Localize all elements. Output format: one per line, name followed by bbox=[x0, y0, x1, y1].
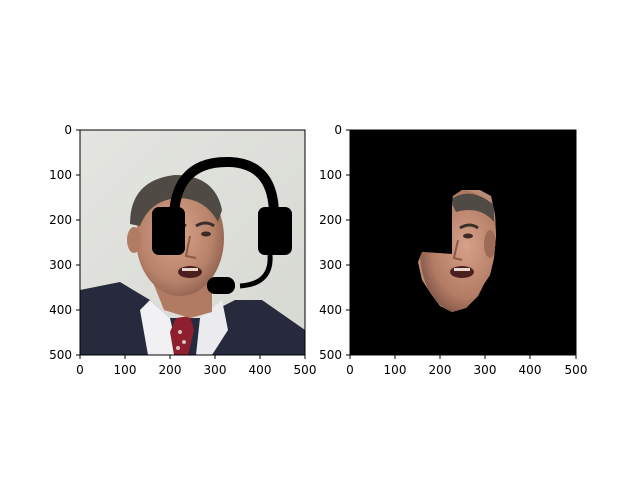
suit bbox=[80, 282, 305, 355]
left-x-axis: 0 100 200 300 400 500 bbox=[76, 355, 316, 377]
tick-label: 500 bbox=[294, 363, 317, 377]
mic-boom bbox=[239, 254, 273, 289]
microphone bbox=[207, 277, 235, 294]
tick-label: 500 bbox=[565, 363, 588, 377]
left-axes-frame bbox=[79, 129, 306, 356]
tick-label: 200 bbox=[319, 213, 342, 227]
masked-hair bbox=[450, 193, 494, 222]
right-y-axis: 0 100 200 300 400 500 bbox=[319, 123, 350, 362]
tick-label: 400 bbox=[49, 303, 72, 317]
headband bbox=[168, 156, 280, 235]
tick-label: 300 bbox=[204, 363, 227, 377]
tick-label: 500 bbox=[319, 348, 342, 362]
left-y-axis: 0 100 200 300 400 500 bbox=[49, 123, 80, 362]
tick-label: 0 bbox=[64, 123, 72, 137]
hair bbox=[130, 175, 222, 226]
tick-label: 300 bbox=[49, 258, 72, 272]
tick-label: 200 bbox=[49, 213, 72, 227]
tick-label: 400 bbox=[249, 363, 272, 377]
tick-label: 100 bbox=[319, 168, 342, 182]
left-earcup bbox=[152, 207, 185, 255]
tie bbox=[170, 316, 194, 355]
right-x-axis: 0 100 200 300 400 500 bbox=[346, 355, 587, 377]
mouth bbox=[178, 266, 202, 278]
tick-label: 100 bbox=[49, 168, 72, 182]
tick-label: 400 bbox=[319, 303, 342, 317]
tick-label: 100 bbox=[114, 363, 137, 377]
shirt bbox=[140, 300, 178, 355]
tick-label: 0 bbox=[346, 363, 354, 377]
tick-label: 300 bbox=[474, 363, 497, 377]
tick-label: 400 bbox=[519, 363, 542, 377]
tick-label: 500 bbox=[49, 348, 72, 362]
tick-label: 300 bbox=[319, 258, 342, 272]
tick-label: 200 bbox=[429, 363, 452, 377]
tick-label: 0 bbox=[76, 363, 84, 377]
right-earcup bbox=[258, 207, 292, 255]
tick-label: 100 bbox=[384, 363, 407, 377]
tick-label: 0 bbox=[334, 123, 342, 137]
right-axes-frame bbox=[349, 129, 577, 356]
tick-label: 200 bbox=[159, 363, 182, 377]
headset-icon bbox=[152, 156, 292, 294]
